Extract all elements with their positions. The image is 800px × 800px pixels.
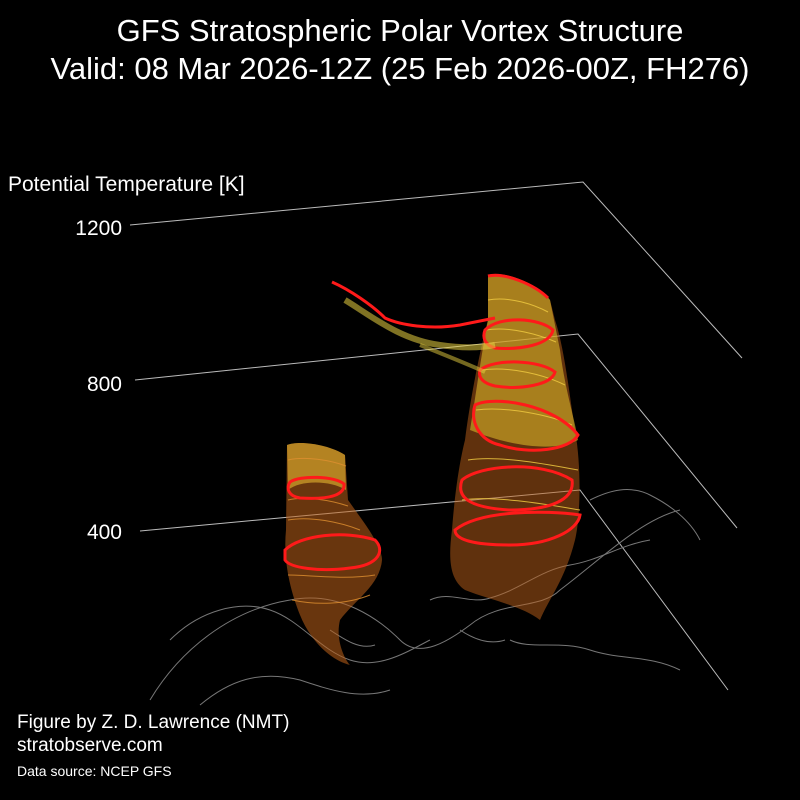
- credit-website: stratobserve.com: [17, 735, 163, 756]
- grid-lines: [129, 181, 743, 691]
- z-axis-label: Potential Temperature [K]: [8, 173, 245, 196]
- title-line-2: Valid: 08 Mar 2026-12Z (25 Feb 2026-00Z,…: [50, 51, 750, 86]
- gridline-800: [134, 333, 738, 529]
- gridline-400: [139, 489, 729, 691]
- credit-author: Figure by Z. D. Lawrence (NMT): [17, 712, 290, 733]
- z-tick-label-800: 800: [86, 373, 122, 396]
- coastline-map: [149, 489, 701, 706]
- z-tick-label-1200: 1200: [75, 217, 122, 240]
- highlight-contours-right: [453, 273, 582, 547]
- data-source: Data source: NCEP GFS: [17, 763, 172, 779]
- z-tick-label-400: 400: [86, 521, 122, 544]
- vortex-right-lobe: [450, 273, 582, 620]
- chart-title: GFS Stratospheric Polar Vortex Structure…: [0, 12, 800, 88]
- title-line-1: GFS Stratospheric Polar Vortex Structure: [116, 13, 684, 48]
- gridline-1200: [129, 181, 743, 359]
- vortex-left-lobe: [283, 443, 382, 665]
- upper-filament: [331, 280, 496, 374]
- highlight-contours-left: [283, 475, 382, 572]
